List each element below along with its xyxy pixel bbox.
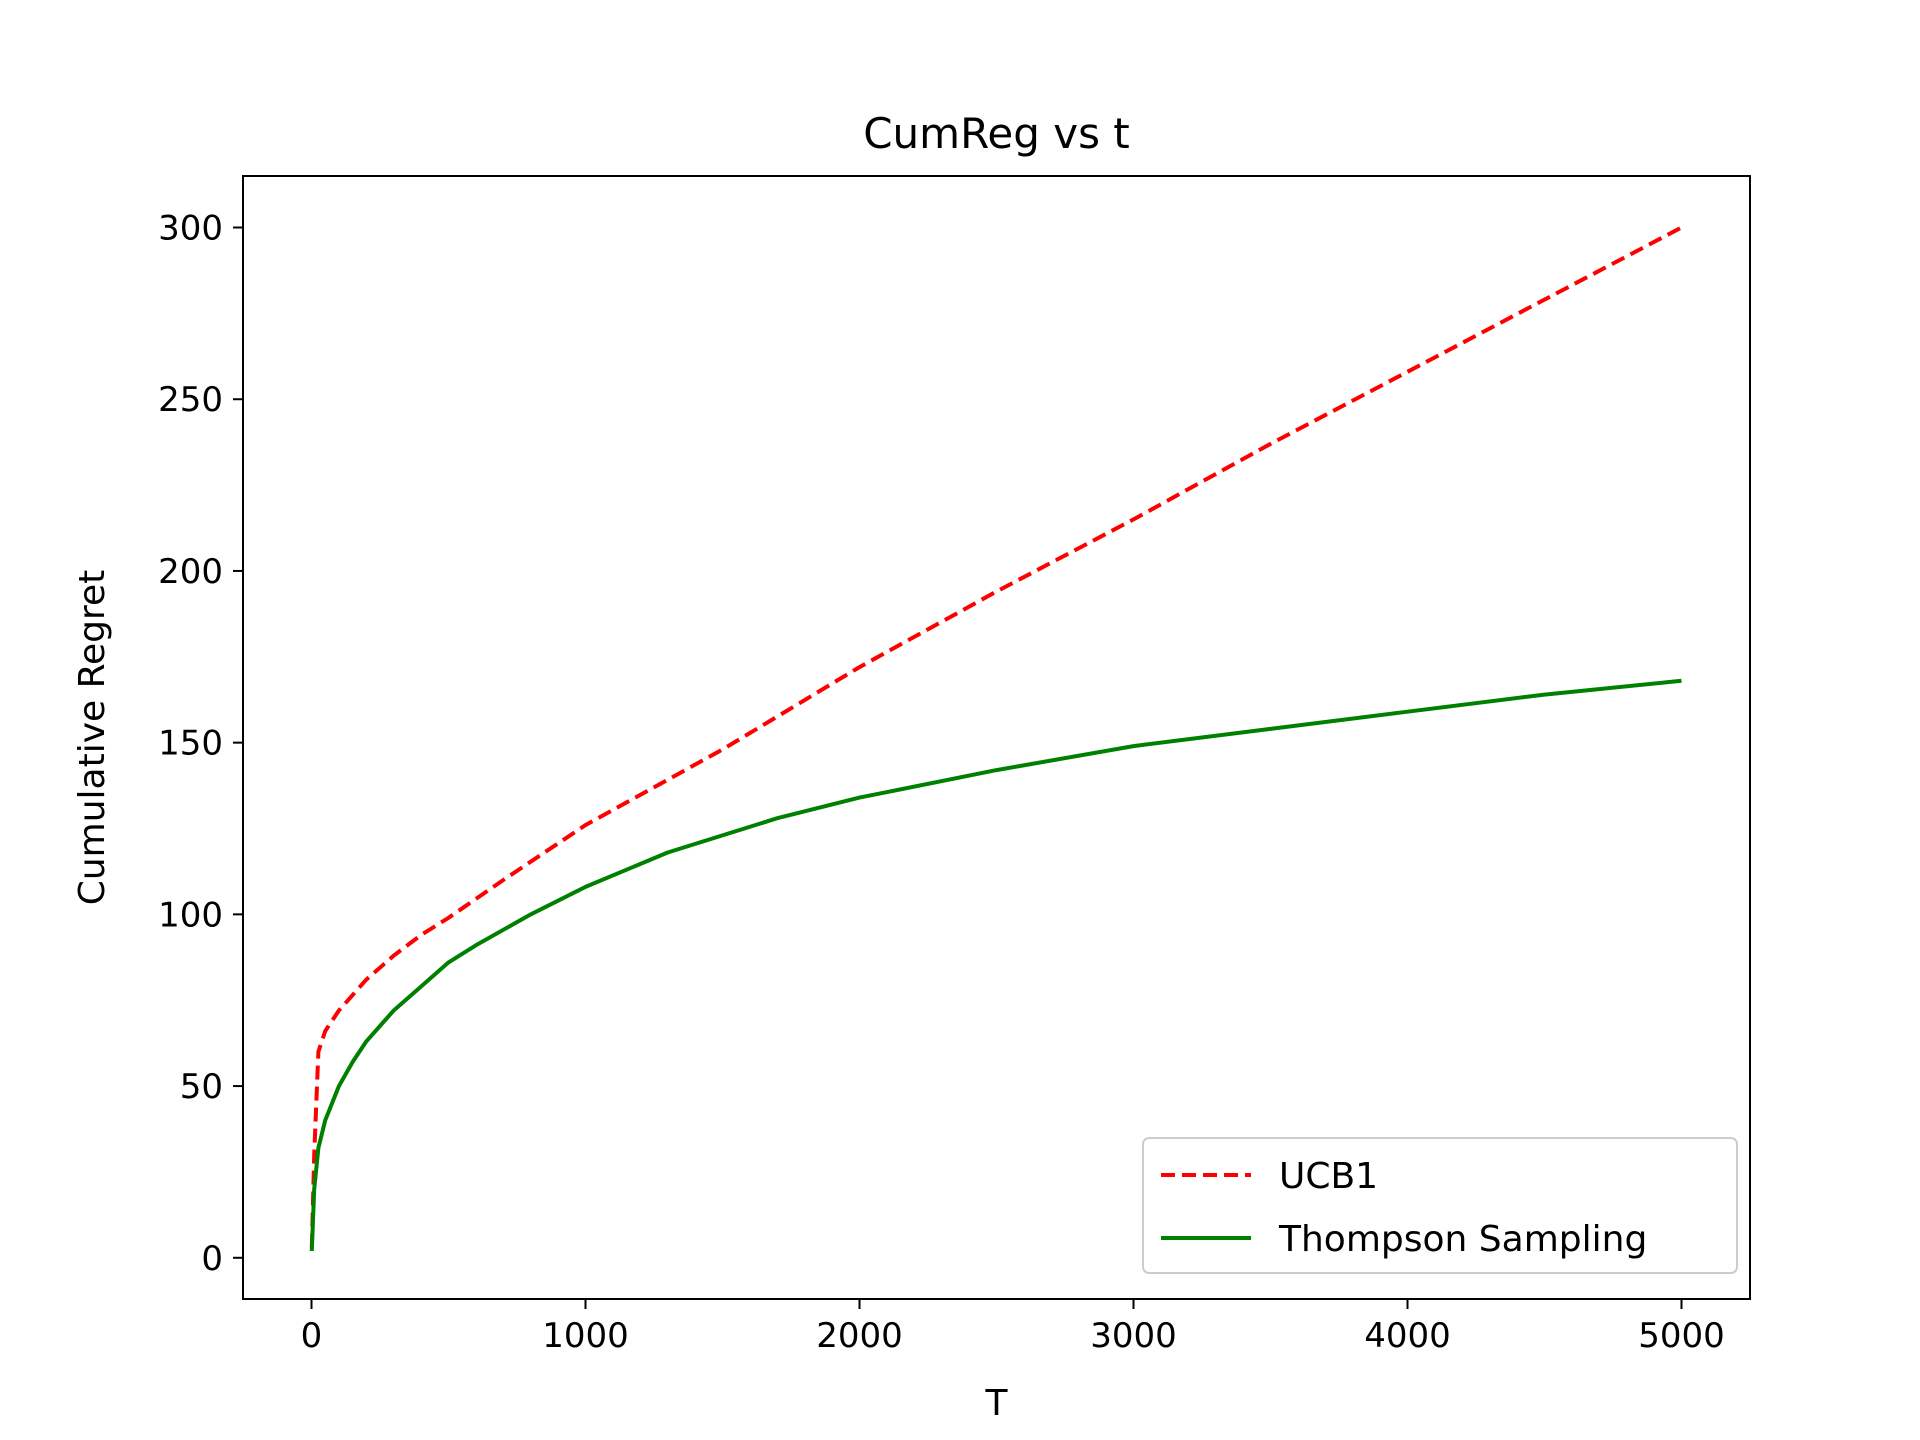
y-tick-label: 150 xyxy=(158,724,223,764)
y-tick-label: 200 xyxy=(158,552,223,592)
x-axis-label: T xyxy=(985,1383,1009,1424)
x-tick-label: 0 xyxy=(301,1316,323,1356)
series-layer xyxy=(309,225,1683,1251)
y-tick-label: 0 xyxy=(201,1239,223,1279)
y-tick-label: 250 xyxy=(158,380,223,420)
x-tick-label: 3000 xyxy=(1090,1316,1177,1356)
y-axis: 0 50 100 150 200 250 300 xyxy=(158,209,243,1279)
chart-title: CumReg vs t xyxy=(863,109,1130,158)
y-tick-label: 50 xyxy=(180,1067,223,1107)
y-axis-label: Cumulative Regret xyxy=(72,570,113,906)
legend-label: Thompson Sampling xyxy=(1278,1219,1647,1260)
x-tick-label: 2000 xyxy=(816,1316,903,1356)
x-tick-label: 1000 xyxy=(542,1316,629,1356)
x-tick-label: 5000 xyxy=(1638,1316,1725,1356)
x-axis: 0 1000 2000 3000 4000 5000 xyxy=(301,1299,1725,1356)
series-line-0 xyxy=(309,225,1683,1248)
x-tick-label: 4000 xyxy=(1364,1316,1451,1356)
y-tick-label: 300 xyxy=(158,209,223,249)
legend: UCB1 Thompson Sampling xyxy=(1142,1137,1738,1274)
legend-box xyxy=(1142,1137,1738,1274)
y-tick-label: 100 xyxy=(158,895,223,935)
plot-frame xyxy=(242,175,1751,1300)
series-line-1 xyxy=(309,678,1682,1251)
legend-label: UCB1 xyxy=(1279,1156,1378,1197)
